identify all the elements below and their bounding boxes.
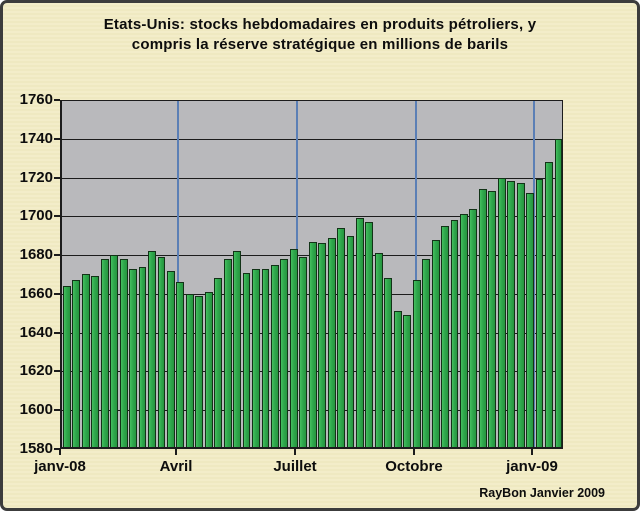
bar-week-4 (91, 276, 100, 447)
y-axis-tick (54, 370, 60, 373)
bar-week-35 (384, 278, 393, 447)
bar-week-38 (412, 280, 421, 447)
bar-week-44 (469, 208, 478, 447)
bar-week-5 (100, 258, 109, 447)
bar-week-34 (374, 253, 383, 447)
bar-week-27 (308, 241, 317, 447)
x-axis-tick (174, 449, 177, 455)
y-axis-tick (54, 331, 60, 334)
x-axis-tick (413, 449, 415, 455)
x-axis-tick (294, 449, 296, 455)
x-axis-tick (531, 449, 533, 455)
x-axis-label-Avril: Avril (159, 458, 193, 475)
horizontal-gridline (62, 177, 562, 179)
bar-week-40 (431, 239, 440, 447)
bar-week-48 (507, 181, 516, 447)
bar-week-7 (119, 258, 128, 447)
y-axis-label: 1760 (19, 91, 53, 108)
bar-week-29 (327, 237, 336, 447)
y-axis-label: 1700 (19, 207, 53, 225)
bar-week-41 (441, 226, 449, 447)
y-axis-label: 1640 (19, 323, 53, 341)
bar-week-30 (337, 227, 345, 447)
y-axis-tick (54, 99, 60, 101)
y-axis-label: 1660 (19, 284, 53, 302)
bar-week-1 (63, 286, 71, 447)
y-axis-label: 1680 (19, 246, 53, 264)
credit-text: RayBon Janvier 2009 (479, 486, 605, 500)
bar-week-24 (280, 258, 289, 447)
y-axis-tick (54, 448, 60, 450)
bar-week-52 (545, 162, 553, 447)
bar-week-19 (233, 251, 241, 447)
bar-week-8 (129, 268, 137, 447)
y-axis-label: 1740 (19, 129, 53, 147)
x-axis-label-Juillet: Juillet (273, 458, 317, 475)
bar-week-21 (252, 268, 260, 447)
bar-week-32 (356, 218, 364, 447)
bar-week-31 (346, 235, 355, 447)
bar-week-49 (516, 183, 525, 447)
bar-week-33 (365, 222, 374, 447)
bar-week-2 (72, 280, 81, 447)
bar-week-28 (318, 243, 327, 447)
bar-week-16 (204, 291, 213, 447)
bar-week-22 (261, 268, 270, 447)
bar-week-25 (289, 249, 298, 447)
chart-title: Etats-Unis: stocks hebdomadaires en prod… (3, 15, 637, 55)
bar-week-3 (81, 274, 90, 447)
bar-week-12 (166, 270, 175, 447)
bar-week-15 (195, 295, 204, 447)
bar-week-10 (148, 251, 156, 447)
bar-week-9 (138, 266, 147, 447)
y-axis-label: 1600 (19, 401, 53, 419)
bar-week-37 (403, 315, 412, 447)
bar-week-42 (450, 220, 459, 447)
y-axis-tick (54, 292, 60, 295)
y-axis-tick (54, 176, 60, 179)
y-axis-label: 1620 (19, 362, 53, 380)
x-axis-label-janv-08: janv-08 (34, 458, 86, 475)
y-axis-label: 1720 (19, 168, 53, 186)
y-axis-tick (54, 137, 60, 140)
vertical-gridline (177, 101, 179, 447)
plot-area (60, 100, 563, 449)
bar-week-18 (223, 258, 232, 447)
horizontal-gridline (62, 138, 562, 140)
y-axis-tick (54, 254, 60, 257)
bar-week-45 (478, 189, 487, 447)
x-axis-label-janv-09: janv-09 (506, 458, 558, 475)
y-axis-tick (54, 215, 60, 218)
bar-week-51 (535, 179, 544, 447)
x-axis-label-Octobre: Octobre (385, 458, 443, 475)
bar-week-47 (497, 177, 506, 447)
chart-title-line2: compris la réserve stratégique en millio… (131, 36, 509, 53)
bar-week-23 (270, 264, 279, 447)
bar-week-26 (299, 257, 308, 447)
bar-week-6 (110, 255, 119, 447)
horizontal-gridline (62, 216, 562, 218)
bar-week-11 (157, 257, 166, 447)
chart-title-line1: Etats-Unis: stocks hebdomadaires en prod… (103, 16, 537, 33)
y-axis-label: 1580 (19, 440, 53, 457)
bar-week-46 (488, 191, 497, 447)
x-axis-tick (59, 449, 61, 455)
bar-week-43 (460, 214, 468, 447)
vertical-gridline (415, 101, 417, 447)
bar-week-50 (526, 193, 535, 447)
bar-week-20 (242, 272, 251, 447)
bar-week-13 (176, 282, 185, 447)
bar-week-36 (393, 311, 402, 447)
bar-week-53 (554, 138, 563, 447)
bar-week-14 (185, 293, 194, 447)
bar-week-39 (422, 258, 431, 447)
y-axis-tick (54, 409, 60, 412)
bar-week-17 (214, 278, 223, 447)
